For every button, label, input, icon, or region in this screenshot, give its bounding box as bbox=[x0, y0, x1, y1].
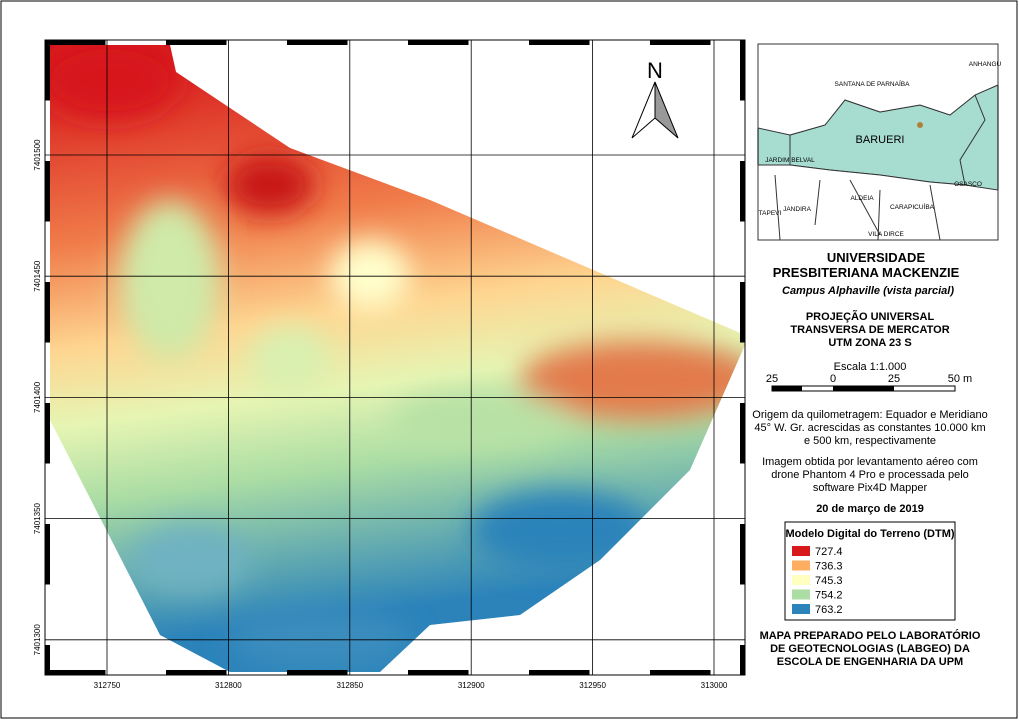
note: drone Phantom 4 Pro e processada pelo bbox=[771, 469, 969, 481]
frame-tick bbox=[408, 670, 469, 675]
frame-tick bbox=[740, 403, 745, 464]
frame-tick bbox=[740, 40, 745, 101]
legend-swatch bbox=[792, 589, 810, 600]
legend-title: Modelo Digital do Terreno (DTM) bbox=[785, 528, 954, 540]
scale-label: 50 m bbox=[948, 373, 972, 385]
x-coordinate: 312950 bbox=[579, 681, 606, 690]
frame-tick bbox=[740, 524, 745, 585]
frame-tick bbox=[45, 403, 50, 464]
inset-label: JARDIM BELVAL bbox=[765, 157, 815, 164]
y-coordinate: 7401450 bbox=[33, 260, 42, 292]
inset-label: BARUERI bbox=[856, 134, 905, 146]
north-label: N bbox=[647, 58, 663, 83]
inset-label: TAPEVI bbox=[759, 210, 782, 217]
north-arrow: N bbox=[631, 58, 679, 139]
subtitle: Campus Alphaville (vista parcial) bbox=[782, 285, 954, 297]
legend-label: 727.4 bbox=[815, 546, 843, 558]
projection: TRANSVERSA DE MERCATOR bbox=[790, 324, 949, 336]
legend-box bbox=[784, 521, 956, 621]
frame-tick bbox=[45, 40, 50, 101]
frame-tick bbox=[166, 670, 227, 675]
note: 45° W. Gr. acrescidas as constantes 10.0… bbox=[754, 422, 985, 434]
inset-label: VILA DIRCE bbox=[868, 231, 904, 238]
frame-tick bbox=[408, 40, 469, 45]
inset-label: CARAPICUÍBA bbox=[890, 202, 935, 211]
footer: DE GEOTECNOLOGIAS (LABGEO) DA bbox=[770, 643, 970, 655]
inset-label: ALDEIA bbox=[850, 195, 874, 202]
scale-label: 0 bbox=[830, 373, 836, 385]
inset-label: ANHANGU bbox=[969, 61, 1002, 68]
legend-label: 745.3 bbox=[815, 575, 843, 587]
y-coordinate: 7401300 bbox=[33, 624, 42, 656]
title: PRESBITERIANA MACKENZIE bbox=[773, 265, 960, 280]
frame-tick bbox=[650, 670, 711, 675]
scale-title: Escala 1:1.000 bbox=[834, 361, 907, 373]
legend-swatch bbox=[792, 560, 810, 571]
note: Origem da quilometragem: Equador e Merid… bbox=[752, 409, 987, 421]
frame-tick bbox=[650, 40, 711, 45]
x-coordinate: 312850 bbox=[336, 681, 363, 690]
legend-swatch bbox=[792, 604, 810, 614]
legend-swatch bbox=[792, 575, 810, 585]
frame-tick bbox=[287, 40, 348, 45]
title: UNIVERSIDADE bbox=[827, 250, 926, 265]
x-coordinate: 312800 bbox=[215, 681, 242, 690]
x-coordinate: 313000 bbox=[701, 681, 728, 690]
legend-swatch bbox=[792, 546, 810, 556]
frame-tick bbox=[45, 524, 50, 585]
frame-tick bbox=[287, 670, 348, 675]
y-coordinate: 7401400 bbox=[33, 381, 42, 413]
frame-tick bbox=[740, 161, 745, 222]
frame-tick bbox=[740, 645, 745, 675]
projection: UTM ZONA 23 S bbox=[828, 337, 911, 349]
inset-label: SANTANA DE PARNAÍBA bbox=[835, 79, 911, 88]
scale-label: 25 bbox=[766, 373, 778, 385]
x-coordinate: 312900 bbox=[458, 681, 485, 690]
grid bbox=[45, 40, 745, 675]
date: 20 de março de 2019 bbox=[816, 503, 924, 515]
note: software Pix4D Mapper bbox=[813, 482, 928, 494]
frame-tick bbox=[45, 670, 106, 675]
frame-tick bbox=[529, 40, 590, 45]
inset-label: JANDIRA bbox=[783, 206, 811, 213]
map-frame bbox=[44, 39, 746, 676]
projection: PROJEÇÃO UNIVERSAL bbox=[806, 310, 935, 323]
frame-tick bbox=[529, 670, 590, 675]
legend-label: 763.2 bbox=[815, 604, 843, 616]
frame-tick bbox=[45, 645, 50, 675]
y-coordinate: 7401500 bbox=[33, 139, 42, 171]
scale-bar bbox=[771, 385, 956, 392]
frame-tick bbox=[45, 282, 50, 343]
dem-raster bbox=[50, 45, 745, 672]
frame-tick bbox=[45, 40, 106, 45]
frame-tick bbox=[45, 161, 50, 222]
x-coordinate: 312750 bbox=[94, 681, 121, 690]
footer: MAPA PREPARADO PELO LABORATÓRIO bbox=[760, 629, 981, 642]
frame-tick bbox=[740, 282, 745, 343]
legend-label: 736.3 bbox=[815, 561, 843, 573]
legend-label: 754.2 bbox=[815, 590, 843, 602]
inset-map: ANHANGU SANTANA DE PARNAÍBA BARUERI JARDIM … bbox=[757, 43, 1002, 241]
footer: ESCOLA DE ENGENHARIA DA UPM bbox=[777, 656, 963, 668]
frame-ticks bbox=[45, 40, 745, 675]
inset-label: OSASCO bbox=[954, 181, 982, 188]
note: Imagem obtida por levantamento aéreo com bbox=[762, 456, 978, 468]
frame-tick bbox=[166, 40, 227, 45]
note: e 500 km, respectivamente bbox=[804, 435, 936, 447]
scale-label: 25 bbox=[888, 373, 900, 385]
y-coordinate: 7401350 bbox=[33, 502, 42, 534]
